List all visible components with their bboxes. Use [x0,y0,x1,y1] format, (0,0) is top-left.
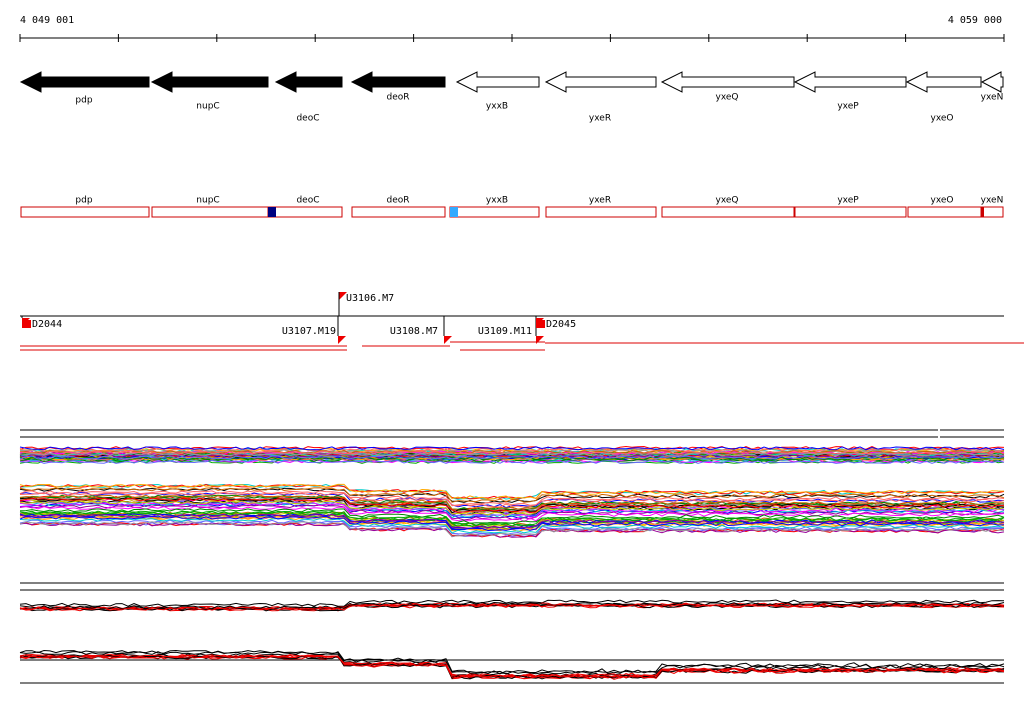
profile-line [19,459,1005,464]
gene-box-label: yxeO [931,196,954,206]
gene-box-label: pdp [75,196,92,206]
scale-end: 4 059 000 [948,15,1002,26]
profile-line [19,455,1005,460]
profile-line [19,510,1005,526]
profile-line [19,603,1004,612]
profile-line [19,500,1005,517]
profile-line [19,492,1005,508]
feature-label: U3109.M11 [478,326,532,337]
profile-line [19,521,1005,538]
profile-line [19,601,1005,610]
scale-start: 4 049 001 [20,15,74,26]
gene-arrow [274,71,343,93]
gene-box [20,206,150,218]
profile-line [19,513,1005,529]
gene-label: yxeR [589,114,611,124]
gene-label: deoC [296,114,319,124]
gene-box-label: nupC [196,196,219,206]
feature-label: U3107.M19 [282,326,336,337]
profile-line [19,654,1005,680]
profile-line [19,649,1005,675]
gene-arrow [544,71,657,93]
marker [982,207,984,217]
gene-box [981,206,1004,218]
gene-arrow [150,71,269,93]
profile-line [19,450,1005,455]
profile-line [19,451,1005,456]
feature-label: U3106.M7 [346,293,394,304]
profile-line [19,483,1005,500]
gene-label: yxeO [931,114,954,124]
gene-box-label: yxeP [837,196,859,206]
gene-arrow [455,71,540,93]
gene-arrow [350,71,446,93]
gene-label: pdp [75,96,92,106]
gene-box-label: yxeR [589,196,611,206]
gene-label: yxeQ [716,93,739,103]
gene-label: yxeN [981,93,1004,103]
profile-line [19,487,1005,504]
profile-line [19,446,1005,451]
feature-label: D2044 [32,319,62,330]
gene-box-label: deoC [296,196,319,206]
profile-line [19,515,1005,532]
profile-line [19,603,1005,611]
profile-line [19,517,1005,534]
gene-arrow [905,71,982,93]
gene-label: yxxB [486,102,508,112]
feature-label: D2045 [546,319,576,330]
profile-line [19,494,1004,511]
gene-arrow [980,71,1004,93]
marker [450,207,458,217]
feature-flag [338,336,346,344]
profile-line [19,487,1005,503]
gene-box [661,206,795,218]
feature-box [22,320,31,328]
feature-flag [339,292,347,300]
gene-label: nupC [196,102,219,112]
gene-box [545,206,657,218]
profile-line [19,599,1005,607]
gene-box [151,206,269,218]
profile-line [19,490,1005,507]
profile-line [19,483,1005,500]
feature-flag [536,336,544,344]
profile-line [19,502,1005,519]
gene-box [267,206,343,218]
profile-line [19,492,1005,509]
marker [268,207,276,217]
feature-box [536,320,545,328]
gene-box-label: yxeN [981,196,1004,206]
gene-box-label: yxxB [486,196,508,206]
profile-line [19,505,1005,523]
profile-line [19,452,1005,457]
gene-label: yxeP [837,102,859,112]
feature-flag [444,336,452,344]
gene-box [351,206,446,218]
gene-arrow [660,71,795,93]
gene-box [907,206,982,218]
feature-label: U3108.M7 [390,326,438,337]
gene-label: deoR [386,93,409,103]
gene-box [449,206,540,218]
gene-box [794,206,907,218]
gene-box-label: deoR [386,196,409,206]
gene-arrow [19,71,150,93]
profile-line [19,497,1005,514]
gene-arrow [793,71,907,93]
profile-line [19,447,1005,452]
gene-box-label: yxeQ [716,196,739,206]
